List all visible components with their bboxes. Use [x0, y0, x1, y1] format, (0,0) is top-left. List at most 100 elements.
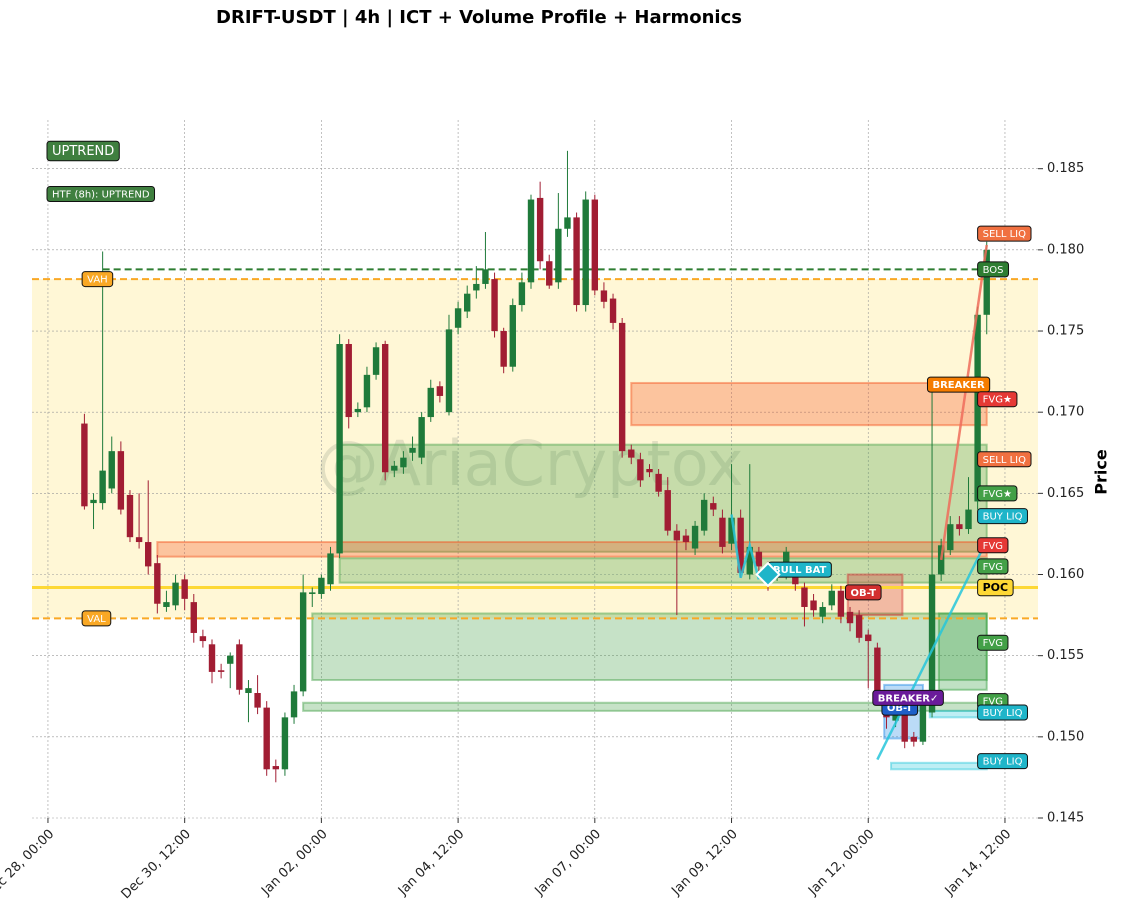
candle-body [464, 293, 471, 312]
candle-body [318, 577, 325, 594]
badge: BOS [977, 261, 1010, 278]
candle-body [828, 590, 835, 606]
candle-body [491, 279, 498, 332]
candle-body [427, 387, 434, 418]
badge-text: VAH [87, 275, 108, 286]
candle-body [518, 282, 526, 306]
badge-box [977, 537, 1009, 554]
y-tick-label: 0.165 [1047, 486, 1084, 501]
badge-box [977, 578, 1014, 597]
x-tick-label: Jan 02, 00:00 [258, 827, 330, 899]
y-tick-label: 0.175 [1047, 324, 1084, 339]
zone [937, 612, 988, 691]
badge: VAH [81, 271, 114, 288]
candle-body [99, 470, 106, 504]
badge-text: BOS [983, 265, 1004, 276]
candle-body [810, 600, 817, 611]
badge: BREAKER [926, 376, 991, 393]
badge: FVG [977, 634, 1009, 651]
badge: FVG★ [977, 485, 1018, 502]
badge-box [977, 508, 1028, 525]
candle-body [117, 451, 125, 510]
candle-body [400, 457, 407, 468]
candle-body [801, 587, 808, 607]
badge-box [977, 485, 1018, 502]
candle-body [837, 590, 845, 617]
candle-body [163, 602, 170, 607]
candle-body [646, 469, 653, 473]
candle-body [145, 542, 152, 567]
candle-body [108, 451, 115, 489]
candle-body [126, 494, 134, 538]
candle-body [299, 592, 307, 692]
candle-body [956, 524, 963, 530]
badge-text: FVG [983, 541, 1003, 552]
candle-body [947, 524, 954, 551]
candle-body [154, 563, 161, 604]
candle-body [673, 530, 681, 541]
candle-body [691, 525, 699, 549]
pattern-line [730, 514, 761, 580]
badge-text: VAL [87, 614, 106, 625]
zone [338, 443, 988, 553]
badge: FVG [977, 558, 1009, 575]
badge-text: FVG [983, 697, 1003, 708]
candle-body [135, 537, 143, 543]
x-tick-label: Jan 07, 00:00 [532, 827, 604, 899]
badge-box [977, 753, 1028, 770]
candle-body [719, 517, 726, 547]
candle-body [418, 417, 425, 458]
badge-text: OB-T [887, 703, 913, 714]
candle-body [974, 314, 981, 502]
value-area [32, 279, 1038, 619]
badge-text: OB-T [850, 588, 876, 599]
candle-body [710, 503, 717, 510]
y-tick-label: 0.145 [1047, 811, 1084, 826]
candle-body [564, 217, 571, 229]
candle-body [846, 611, 854, 624]
pattern-line [876, 539, 988, 761]
candle-body [290, 691, 298, 718]
candle-body [263, 707, 270, 770]
candle-body [236, 644, 243, 690]
pattern-marker [755, 561, 781, 588]
badge: HTF (8h): UPTREND [46, 186, 156, 202]
badge-box [977, 225, 1032, 242]
badge-text: BUY LIQ [983, 757, 1023, 768]
badge-box [977, 391, 1018, 408]
candle-body [217, 670, 225, 672]
x-tick-label: Jan 04, 12:00 [395, 827, 467, 899]
badge-box [81, 271, 114, 288]
candle-body [755, 551, 763, 567]
badge: SELL LIQ [977, 225, 1032, 242]
badge-text: BREAKER [932, 380, 984, 391]
x-tick-label: Jan 14, 12:00 [942, 827, 1014, 899]
candle-body [728, 517, 735, 544]
candle-body [309, 592, 316, 594]
candle-body [819, 606, 826, 617]
badge-box [977, 634, 1009, 651]
y-tick-label: 0.155 [1047, 648, 1084, 663]
candle-body [199, 636, 207, 642]
candle-body [737, 517, 744, 573]
badge: FVG★ [977, 391, 1018, 408]
y-tick-label: 0.160 [1047, 567, 1084, 582]
badge-text: FVG★ [983, 489, 1012, 500]
candle-body [482, 269, 489, 284]
y-tick-label: 0.180 [1047, 242, 1084, 257]
candle-body [172, 582, 179, 606]
zone [156, 541, 988, 558]
candle-body [254, 693, 261, 708]
candle-body [436, 386, 444, 396]
candle-body [190, 602, 197, 633]
candle-body [181, 579, 188, 599]
badge-box [872, 689, 944, 706]
badge: OB-T [844, 584, 882, 601]
candle-body [81, 423, 88, 507]
candle-body [928, 574, 936, 713]
candle-body [354, 408, 362, 413]
candle-body [555, 228, 562, 283]
candle-body [546, 261, 553, 286]
zone [311, 612, 988, 682]
candle-body [527, 199, 535, 283]
